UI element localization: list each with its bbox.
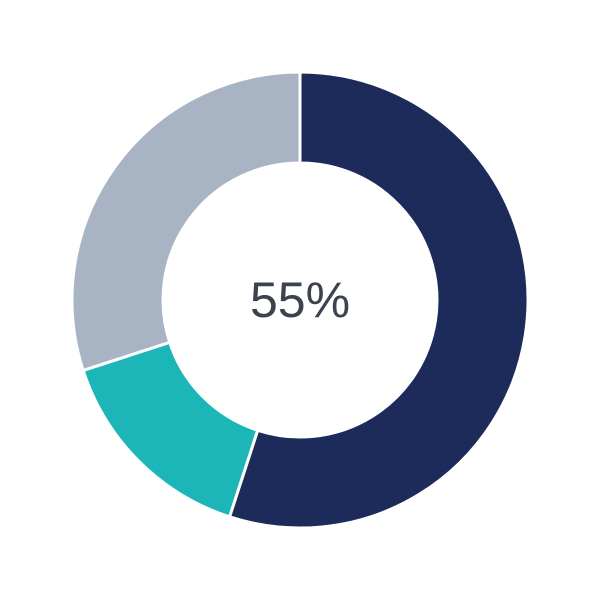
donut-slice-1 xyxy=(227,70,530,530)
donut-slice-3 xyxy=(70,70,302,373)
donut-slice-2 xyxy=(81,340,260,519)
